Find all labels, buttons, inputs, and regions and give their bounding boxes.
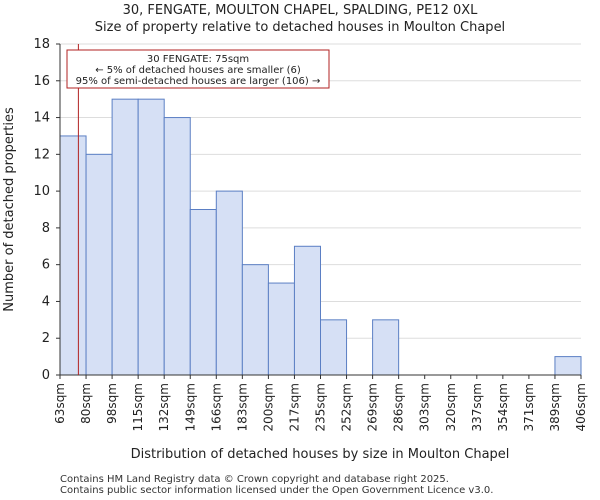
histogram-bar xyxy=(163,117,191,376)
footer-licence: Contains public sector information licen… xyxy=(60,485,494,496)
annotation-line-3: 95% of semi-detached houses are larger (… xyxy=(76,76,321,87)
histogram-bar xyxy=(189,209,217,376)
bars-group xyxy=(59,98,582,376)
y-tick-label: 14 xyxy=(33,111,50,126)
y-tick-label: 6 xyxy=(42,258,50,273)
x-tick-label: 183sqm xyxy=(235,383,249,431)
histogram-bar xyxy=(241,264,269,376)
x-tick-label: 200sqm xyxy=(261,383,275,431)
y-tick-label: 12 xyxy=(33,147,50,162)
y-tick-labels: 0 2 4 6 8 10 12 14 16 18 xyxy=(33,37,60,383)
histogram-bar xyxy=(320,319,348,376)
x-tick-label: 115sqm xyxy=(131,383,145,431)
x-tick-label: 286sqm xyxy=(392,383,406,431)
x-tick-label: 166sqm xyxy=(209,383,223,431)
y-tick-label: 4 xyxy=(42,294,50,309)
annotation-line-2: ← 5% of detached houses are smaller (6) xyxy=(95,65,301,76)
histogram-bar xyxy=(293,245,322,376)
y-tick-label: 0 xyxy=(42,368,50,383)
x-tick-label: 63sqm xyxy=(53,383,67,424)
x-tick-label: 98sqm xyxy=(105,383,119,424)
y-axis-label: Number of detached properties xyxy=(2,107,17,312)
annotation-line-1: 30 FENGATE: 75sqm xyxy=(147,54,249,65)
chart-subtitle: Size of property relative to detached ho… xyxy=(94,20,506,35)
histogram-bar xyxy=(267,282,295,376)
annotation-box: 30 FENGATE: 75sqm ← 5% of detached house… xyxy=(66,49,330,89)
x-tick-label: 80sqm xyxy=(79,383,93,424)
histogram-bar xyxy=(85,153,113,376)
y-tick-label: 10 xyxy=(33,184,50,199)
y-tick-label: 16 xyxy=(33,74,50,89)
histogram-bar xyxy=(59,135,87,376)
histogram-bar xyxy=(554,356,582,376)
x-tick-label: 235sqm xyxy=(314,383,328,431)
x-tick-label: 149sqm xyxy=(183,383,197,431)
x-axis-label: Distribution of detached houses by size … xyxy=(131,447,510,462)
histogram-bar xyxy=(372,319,400,376)
footer-copyright: Contains HM Land Registry data © Crown c… xyxy=(60,474,449,485)
x-tick-label: 354sqm xyxy=(496,383,510,431)
chart-title: 30, FENGATE, MOULTON CHAPEL, SPALDING, P… xyxy=(122,3,478,18)
y-tick-label: 8 xyxy=(42,221,50,236)
x-tick-label: 269sqm xyxy=(366,383,380,431)
histogram-bar xyxy=(215,190,243,376)
x-tick-label: 389sqm xyxy=(548,383,562,431)
x-tick-label: 406sqm xyxy=(574,383,588,431)
x-tick-label: 132sqm xyxy=(157,383,171,431)
x-tick-label: 252sqm xyxy=(340,383,354,431)
x-tick-label: 303sqm xyxy=(418,383,432,431)
y-tick-label: 2 xyxy=(42,331,50,346)
annotation-frame xyxy=(66,49,330,89)
histogram-bar xyxy=(137,98,165,376)
x-tick-labels: 63sqm 80sqm 98sqm 115sqm 132sqm 149sqm 166sqm 1… xyxy=(53,375,588,431)
x-tick-label: 320sqm xyxy=(444,383,458,431)
x-tick-label: 371sqm xyxy=(522,383,536,431)
x-tick-label: 217sqm xyxy=(287,383,301,431)
y-tick-label: 18 xyxy=(33,37,50,52)
x-tick-label: 337sqm xyxy=(470,383,484,431)
histogram-bar xyxy=(111,98,139,376)
